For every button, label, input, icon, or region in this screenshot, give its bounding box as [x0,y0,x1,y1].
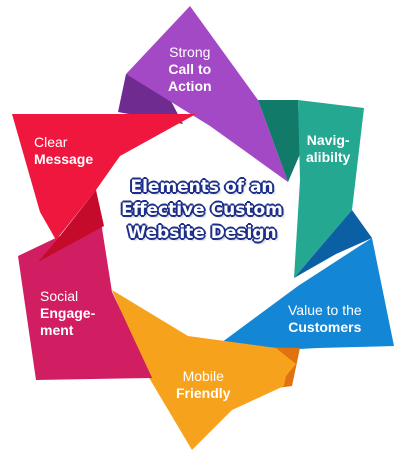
label-line: Customers [288,318,362,335]
label-strong-call-to-action: Strong Call to Action [168,44,212,94]
label-line: alibilty [306,148,351,165]
segment-mobile-friendly-shape [112,290,296,450]
label-line: Mobile [182,368,224,384]
label-line: Social [40,288,79,304]
label-line: Clear [34,134,68,150]
label-line: Friendly [176,384,231,401]
center-title: Elements of an Effective Custom Website … [108,176,296,245]
segment-strong-call-to-action-fold [118,74,183,124]
label-social-engagement: Social Engage- ment [40,288,95,338]
segment-social-engagement-shape [18,190,152,380]
label-value-to-the-customers: Value to the Customers [288,302,362,336]
segment-clear-message-fold [38,190,104,262]
center-title-line-2: Effective Custom [121,199,283,220]
segment-clear-message-shape [12,114,196,240]
label-mobile-friendly: Mobile Friendly [176,368,230,402]
label-line: Call to [168,60,212,77]
label-clear-message: Clear Message [34,134,93,168]
segment-value-to-the-customers-shape [206,238,394,354]
label-line: Message [34,150,94,167]
label-line: Action [168,77,212,94]
segment-navigability-fold [258,100,300,182]
label-line: Navig- [306,132,350,148]
segment-value-to-the-customers-fold [294,210,372,278]
label-line: ment [40,321,74,338]
label-line: Engage- [40,304,96,321]
segment-strong-call-to-action-shape [126,6,288,182]
center-title-line-1: Elements of an [130,177,274,197]
segment-navigability-shape [294,100,364,278]
label-line: Value to the [288,302,362,318]
label-navigability: Navig- alibilty [306,132,350,166]
center-title-line-3: Website Design [127,222,277,243]
label-line: Strong [169,44,211,60]
